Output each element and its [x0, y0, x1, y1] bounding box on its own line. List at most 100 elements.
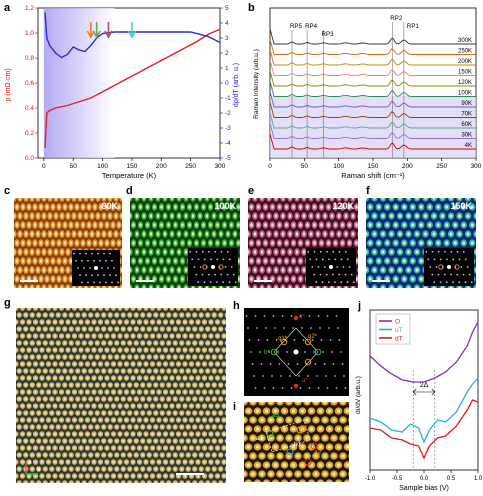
atom-core	[27, 223, 31, 227]
atom-core	[180, 411, 183, 415]
atom-core	[213, 481, 216, 483]
gap-label: 2Δ	[420, 382, 429, 389]
atom-core	[184, 214, 188, 218]
atom-core	[53, 418, 57, 422]
atom-core	[89, 369, 92, 373]
atom-core	[213, 355, 216, 359]
fft-center	[211, 265, 215, 269]
atom-core	[122, 425, 125, 429]
atom-core	[102, 214, 106, 218]
atom-core	[216, 320, 219, 324]
atom-core	[183, 376, 187, 380]
atom-core	[151, 376, 154, 380]
fft-spot	[317, 387, 320, 389]
fft-spot	[277, 351, 279, 353]
atom-core	[157, 404, 161, 408]
atom-core	[60, 418, 63, 422]
atom-core	[209, 241, 212, 245]
atom-core	[177, 376, 180, 380]
atom-core	[398, 214, 402, 218]
fft-spot	[350, 273, 353, 276]
panel-i-label: i	[233, 401, 237, 413]
atom-core	[170, 214, 174, 218]
atom-core	[458, 286, 461, 288]
atom-core	[53, 460, 57, 464]
atom-core	[122, 327, 125, 331]
atom-core	[193, 481, 196, 483]
atom-core	[57, 341, 60, 345]
atom	[59, 198, 65, 202]
atom-core	[118, 376, 122, 380]
atom-core	[475, 214, 476, 218]
atom-core	[327, 445, 332, 449]
atom-core	[151, 334, 154, 338]
atom-core	[200, 481, 203, 483]
atom	[130, 212, 133, 220]
atom-core	[50, 481, 53, 483]
x-tick-label: 200	[156, 163, 167, 170]
atom	[47, 284, 53, 288]
atom-core	[233, 232, 237, 236]
atom-core	[57, 355, 60, 359]
atom-core	[163, 232, 167, 236]
atom-core	[18, 268, 22, 272]
atom-core	[299, 277, 302, 281]
atom-core	[99, 320, 102, 324]
atom-core	[114, 214, 118, 218]
atom-core	[151, 460, 154, 464]
atom-core	[260, 232, 264, 236]
atom-core	[345, 427, 349, 431]
fft-spot	[311, 339, 314, 341]
atom-core	[128, 439, 131, 443]
atom-core	[366, 286, 368, 288]
atom-core	[50, 355, 53, 359]
atom-core	[14, 268, 16, 272]
atom-core	[156, 214, 160, 218]
fft-spot	[91, 252, 93, 255]
atom	[84, 308, 91, 311]
atom-core	[39, 259, 43, 263]
atom-core	[319, 481, 322, 482]
atom-core	[163, 268, 167, 272]
atom-core	[264, 409, 269, 413]
atom-core	[193, 467, 196, 471]
atom-core	[75, 223, 79, 227]
atom-core	[105, 308, 109, 310]
atom-core	[89, 425, 92, 429]
atom-core	[300, 445, 305, 449]
atom-core	[39, 223, 43, 227]
atom-core	[63, 369, 66, 373]
atom-core	[170, 376, 174, 380]
fft-spot	[437, 273, 440, 276]
atom-core	[44, 397, 47, 401]
fft-spot	[109, 274, 111, 277]
atom-core	[167, 425, 170, 429]
fft-spot	[203, 281, 206, 284]
fft-spot	[452, 281, 454, 284]
peak-label: q2*	[308, 334, 318, 340]
atom-core	[102, 439, 105, 443]
atom-core	[190, 474, 193, 478]
atom-core	[195, 223, 198, 227]
temperature-label: 90K	[461, 101, 472, 107]
atom-core	[253, 198, 257, 200]
atom-core	[260, 436, 264, 440]
fft-spot	[272, 315, 275, 317]
atom	[204, 198, 210, 202]
atom-core	[180, 453, 183, 457]
atom-core	[206, 383, 209, 387]
fft-spot	[313, 250, 316, 253]
atom-core	[348, 205, 351, 209]
atom-core	[287, 418, 291, 422]
atom-core	[398, 286, 402, 288]
atom-core	[120, 198, 122, 200]
atom-core	[27, 404, 31, 408]
atom-core	[45, 205, 49, 209]
fft-spot	[280, 375, 282, 377]
fft-spot	[77, 267, 79, 269]
panel-d-label: d	[126, 185, 133, 197]
atom-core	[125, 320, 128, 324]
fft-spot	[248, 339, 251, 341]
atom-core	[86, 390, 89, 394]
atom-core	[248, 232, 250, 236]
